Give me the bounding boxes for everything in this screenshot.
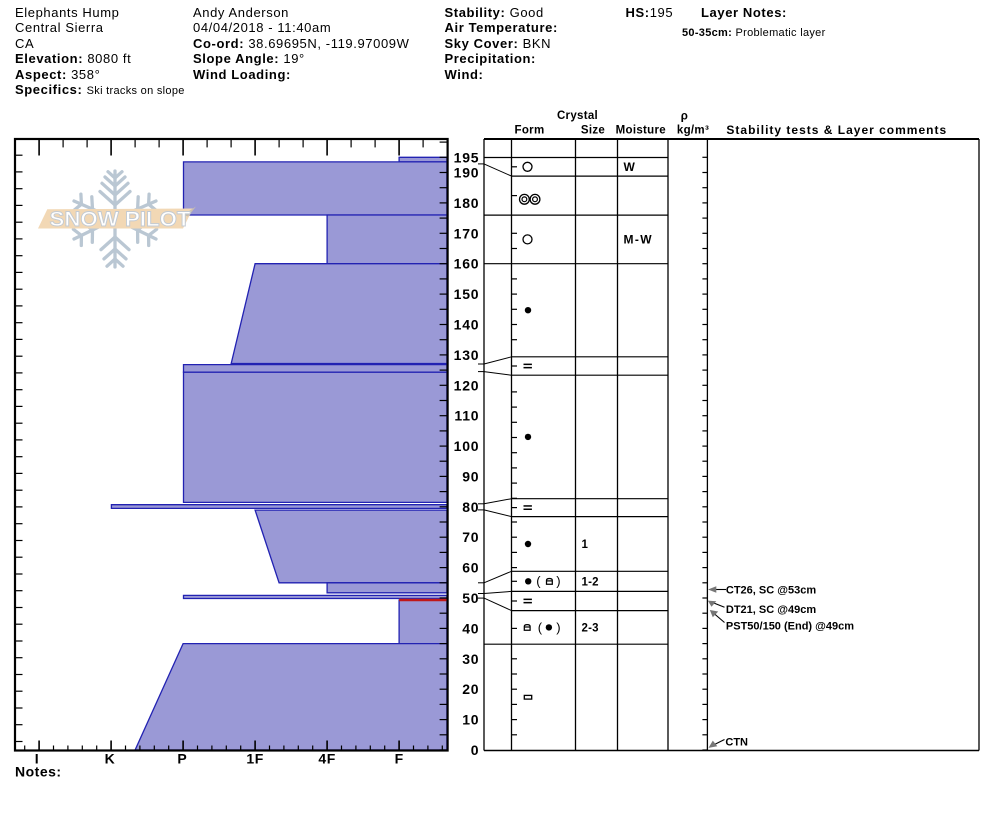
svg-text:CTN: CTN (725, 736, 748, 748)
svg-text:190: 190 (454, 165, 480, 181)
svg-text:20: 20 (462, 681, 479, 697)
svg-text:): ) (556, 620, 560, 635)
svg-text:110: 110 (454, 408, 479, 424)
svg-text:120: 120 (454, 377, 480, 393)
svg-text:CT26, SC @53cm: CT26, SC @53cm (726, 585, 816, 597)
svg-text:1F: 1F (246, 751, 263, 767)
svg-text:DT21, SC @49cm: DT21, SC @49cm (726, 604, 816, 616)
svg-text:195: 195 (454, 149, 480, 165)
svg-text:(: ( (536, 574, 541, 589)
svg-text:2-3: 2-3 (582, 623, 599, 635)
svg-text:I: I (35, 751, 39, 767)
svg-text:50: 50 (462, 590, 479, 606)
svg-text:Moisture: Moisture (616, 124, 666, 136)
svg-text:150: 150 (454, 286, 480, 302)
svg-text:100: 100 (454, 438, 480, 454)
svg-text:M-W: M-W (624, 233, 654, 247)
svg-text:90: 90 (462, 468, 479, 484)
svg-text:Form: Form (515, 124, 545, 136)
svg-text:ρ: ρ (681, 111, 688, 123)
svg-text:170: 170 (454, 225, 480, 241)
svg-text:(: ( (538, 620, 543, 635)
svg-text:Notes:: Notes: (15, 764, 62, 780)
svg-text:P: P (177, 751, 187, 767)
svg-text:70: 70 (462, 529, 479, 545)
svg-text:W: W (624, 160, 637, 174)
svg-text:10: 10 (462, 712, 479, 728)
svg-text:SNOW PILOT: SNOW PILOT (50, 208, 191, 231)
svg-text:PST50/150 (End) @49cm: PST50/150 (End) @49cm (726, 621, 854, 633)
svg-text:30: 30 (462, 651, 479, 667)
svg-text:0: 0 (471, 742, 480, 758)
svg-text:4F: 4F (318, 751, 335, 767)
svg-text:130: 130 (454, 347, 480, 363)
svg-text:180: 180 (454, 195, 480, 211)
svg-text:Size: Size (581, 124, 605, 136)
svg-text:80: 80 (462, 499, 479, 515)
svg-text:F: F (395, 751, 404, 767)
svg-text:Stability tests & Layer commen: Stability tests & Layer comments (726, 123, 947, 137)
svg-text:140: 140 (454, 317, 480, 333)
svg-text:40: 40 (462, 620, 479, 636)
svg-text:K: K (105, 751, 116, 767)
svg-text:160: 160 (454, 256, 480, 272)
svg-text:): ) (556, 574, 560, 589)
svg-text:60: 60 (462, 560, 479, 576)
svg-text:1: 1 (582, 539, 589, 551)
svg-text:kg/m³: kg/m³ (677, 124, 709, 136)
svg-text:1-2: 1-2 (582, 577, 599, 589)
svg-text:Crystal: Crystal (557, 110, 598, 122)
